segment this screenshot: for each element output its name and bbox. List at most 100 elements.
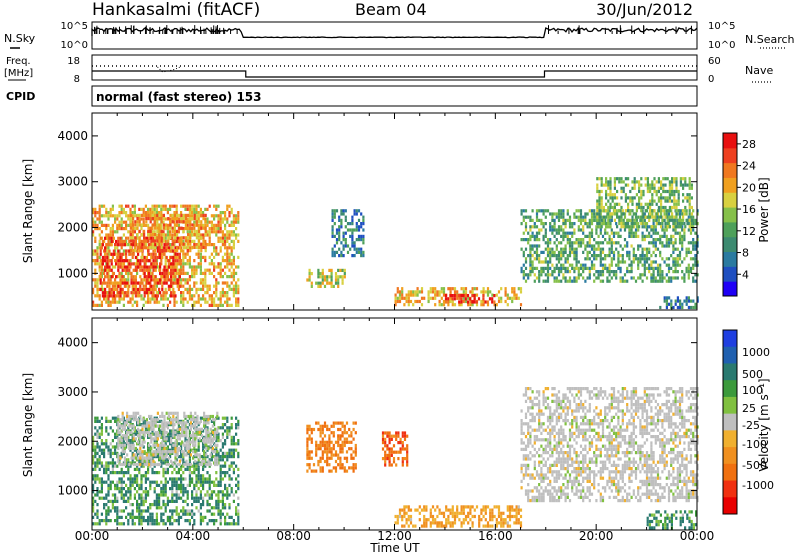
freq-line — [92, 70, 697, 78]
station-title: Hankasalmi (fitACF) — [92, 0, 260, 20]
velocity-ylabel: Slant Range [km] — [21, 373, 35, 477]
cpid-text: normal (fast stereo) 153 — [96, 90, 262, 104]
velocity-colorbar-tick: -1000 — [742, 479, 774, 492]
colorbar-swatch — [723, 236, 737, 253]
nsky-line — [91, 27, 698, 39]
velocity-heatmap — [92, 387, 699, 530]
nave-tick-right-bottom: 0 — [708, 74, 714, 85]
colorbar-swatch — [723, 147, 737, 164]
nsky-tick-left-top: 10^5 — [61, 21, 88, 32]
power-colorbar: 4 8 12 16 20 24 28 — [722, 132, 756, 297]
freq-panel: Freq. [MHz] 18 8 60 0 Nave — [4, 54, 773, 85]
velocity-colorbar-label: Velocity [m s⁻¹] — [757, 378, 771, 471]
y-tick-label: 3000 — [57, 175, 88, 189]
power-panel: 1000 2000 3000 4000 Slant Range [km] 4 8 12 16… — [21, 112, 771, 311]
y-tick-label: 1000 — [57, 266, 88, 280]
beam-title: Beam 04 — [355, 0, 427, 19]
cpid-panel: CPID normal (fast stereo) 153 — [6, 85, 698, 107]
time-xlabel: Time UT — [369, 541, 420, 554]
power-region — [444, 294, 496, 304]
colorbar-swatch — [723, 133, 737, 149]
colorbar-swatch — [723, 192, 737, 208]
power-region — [659, 296, 699, 310]
nsky-left-label: N.Sky — [4, 32, 36, 45]
y-tick-label: 4000 — [57, 336, 88, 350]
colorbar-swatch — [723, 281, 737, 297]
x-tick-label: 00:00 — [680, 529, 715, 543]
x-tick-label: 08:00 — [276, 529, 311, 543]
colorbar-swatch — [723, 363, 737, 381]
velocity-colorbar-tick: 500 — [742, 368, 763, 381]
colorbar-swatch — [723, 162, 737, 178]
x-tick-label: 16:00 — [478, 529, 513, 543]
nsearch-right-label: N.Search — [745, 33, 795, 46]
colorbar-swatch — [723, 447, 737, 465]
power-colorbar-tick: 12 — [742, 225, 756, 238]
freq-tick-left-bottom: 8 — [74, 74, 80, 85]
colorbar-swatch — [723, 396, 737, 415]
velocity-region — [381, 431, 409, 467]
velocity-region — [646, 510, 698, 530]
power-region — [306, 268, 346, 288]
date-title: 30/Jun/2012 — [596, 0, 693, 19]
freq-tick-left-top: 18 — [67, 56, 80, 67]
power-heatmap — [92, 177, 699, 310]
y-tick-label: 3000 — [57, 385, 88, 399]
nave-dip — [157, 66, 181, 73]
velocity-colorbar-tick: -100 — [742, 438, 767, 451]
nsky-tick-left-bottom: 10^0 — [61, 40, 88, 51]
nsky-trace — [91, 25, 698, 39]
velocity-region — [117, 411, 219, 467]
velocity-panel: 1000 2000 3000 4000 Slant Range [km] 1000 50… — [21, 317, 774, 554]
power-colorbar-tick: 4 — [742, 268, 749, 281]
x-tick-label: 04:00 — [176, 529, 211, 543]
nave-tick-right-top: 60 — [708, 56, 721, 67]
time-axis-ticks: 00:00 04:00 08:00 12:00 16:00 20:00 00:00 — [75, 529, 715, 543]
colorbar-swatch — [723, 221, 737, 238]
freq-label-1: Freq. — [6, 56, 31, 67]
velocity-region — [394, 505, 523, 528]
velocity-colorbar-tick: -25 — [742, 419, 760, 432]
freq-trace — [92, 65, 697, 78]
velocity-region — [520, 387, 699, 503]
power-colorbar-tick: 8 — [742, 247, 749, 260]
x-tick-label: 00:00 — [75, 529, 110, 543]
power-colorbar-tick: 20 — [742, 181, 756, 194]
colorbar-swatch — [723, 413, 737, 431]
colorbar-swatch — [723, 463, 737, 482]
colorbar-swatch — [723, 177, 737, 193]
colorbar-swatch — [723, 330, 737, 348]
velocity-colorbar-tick: 100 — [742, 384, 763, 397]
velocity-colorbar-tick: 1000 — [742, 346, 770, 359]
y-tick-label: 4000 — [57, 129, 88, 143]
colorbar-swatch — [723, 207, 737, 223]
colorbar-swatch — [723, 266, 737, 282]
y-tick-label: 2000 — [57, 434, 88, 448]
power-region — [129, 213, 207, 253]
colorbar-swatch — [723, 251, 737, 267]
y-tick-label: 2000 — [57, 221, 88, 235]
nsky-tick-right-bottom: 10^0 — [708, 40, 735, 51]
nsky-tick-right-top: 10^5 — [708, 21, 735, 32]
freq-label-2: [MHz] — [4, 68, 33, 79]
colorbar-swatch — [723, 480, 737, 498]
velocity-colorbar-tick: -500 — [742, 459, 767, 472]
cpid-label: CPID — [6, 90, 35, 103]
velocity-colorbar: 1000 500 100 25 -25 -100 -500 -1000 — [722, 329, 774, 515]
power-colorbar-tick: 28 — [742, 138, 756, 151]
power-ylabel: Slant Range [km] — [21, 159, 35, 263]
colorbar-swatch — [723, 497, 737, 515]
power-axes: 1000 2000 3000 4000 — [57, 113, 698, 310]
colorbar-swatch — [723, 430, 737, 448]
velocity-axes: 1000 2000 3000 4000 — [57, 318, 698, 530]
power-colorbar-tick: 16 — [742, 203, 756, 216]
colorbar-swatch — [723, 346, 737, 364]
power-colorbar-label: Power [dB] — [757, 177, 771, 242]
power-region — [596, 177, 693, 229]
x-tick-label: 20:00 — [579, 529, 614, 543]
y-tick-label: 1000 — [57, 484, 88, 498]
nsky-panel: N.Sky 10^5 10^0 10^5 10^0 N.Search — [4, 21, 795, 51]
colorbar-swatch — [723, 380, 737, 398]
power-region — [331, 209, 365, 258]
